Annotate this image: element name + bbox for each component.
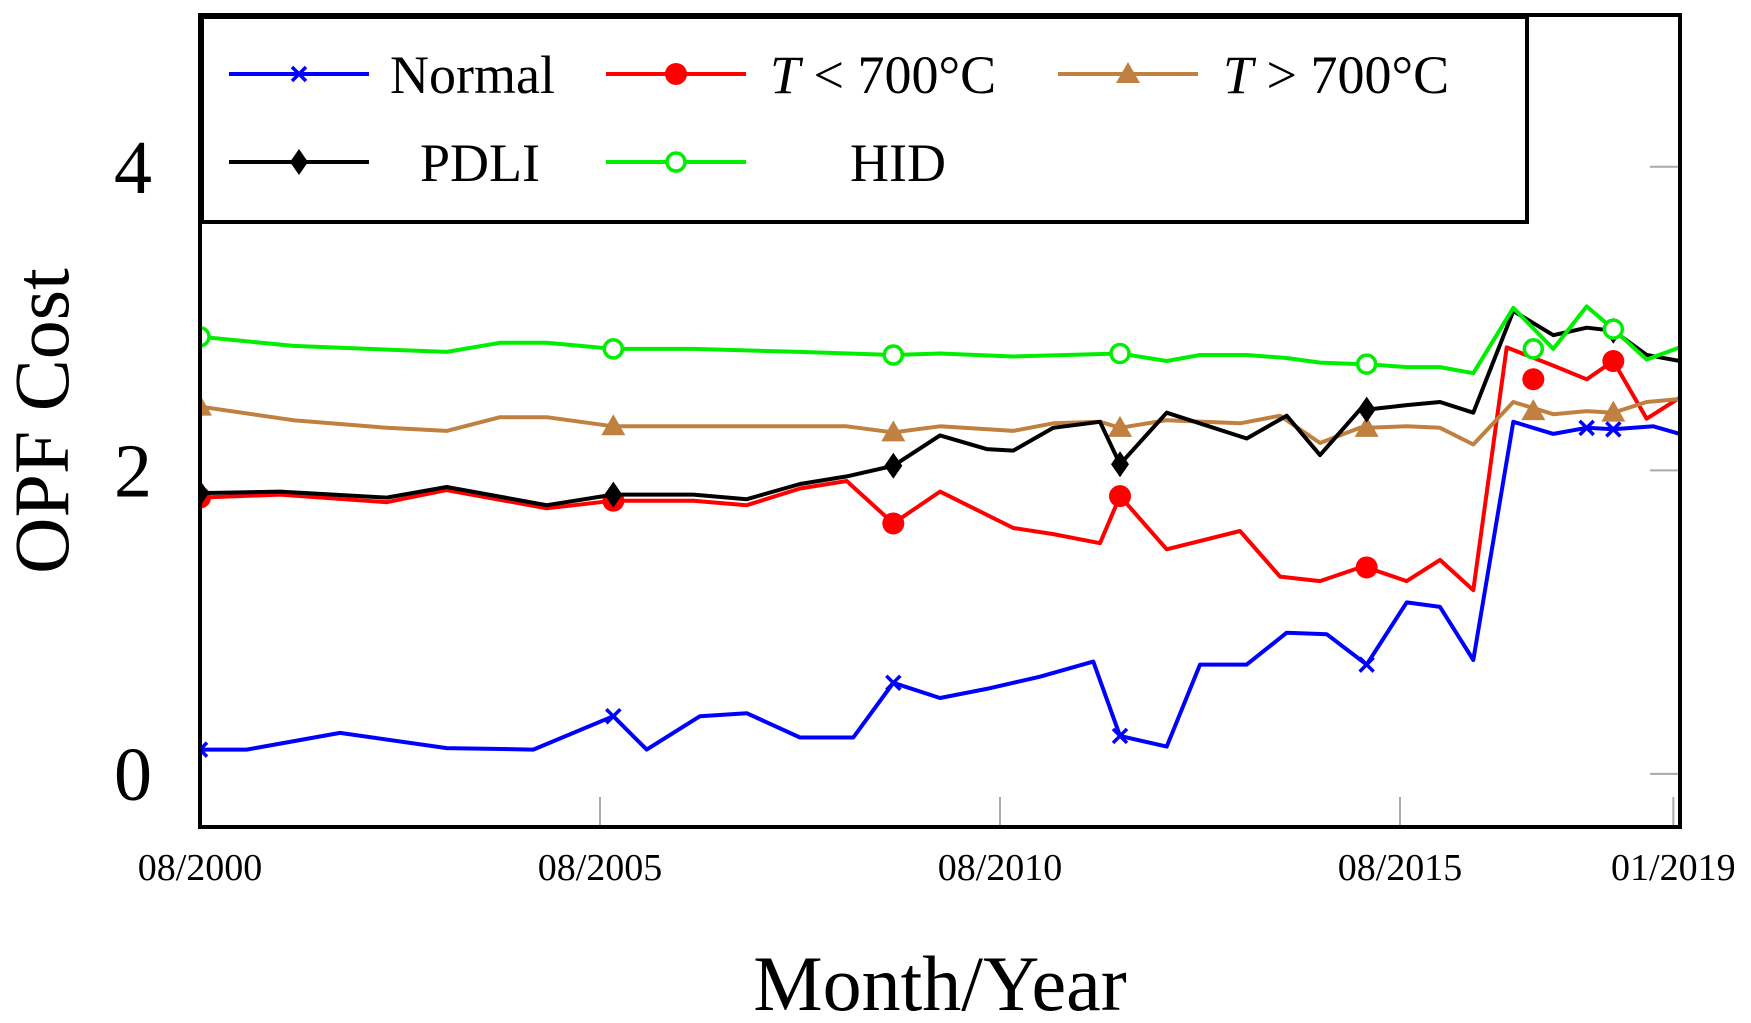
legend-label-variable: T — [1223, 45, 1257, 105]
series-point-700-c-1 — [1109, 485, 1131, 508]
series-point-700-c-2 — [1601, 400, 1626, 422]
series-point-normal-0 — [605, 707, 622, 725]
series-point-hid-4 — [1355, 353, 1378, 375]
x-tick-label: 08/2010 — [938, 847, 1063, 889]
series-line-pdli-3 — [200, 309, 1680, 508]
series-point-700-c-1 — [1522, 368, 1545, 391]
series-point-normal-0-stroke — [605, 707, 622, 725]
series-point-700-c-2 — [1521, 399, 1546, 421]
legend-marker — [665, 63, 687, 85]
series-line-normal-0 — [200, 419, 1680, 752]
y-tick-label: 4 — [114, 126, 152, 210]
legend-marker — [290, 65, 308, 83]
y-tick-label: 2 — [114, 429, 152, 513]
series-point-pdli-3 — [1357, 396, 1376, 423]
x-axis-title: Month/Year — [753, 940, 1126, 1023]
x-tick-label: 08/2015 — [1338, 847, 1463, 889]
legend-label: Normal — [390, 45, 555, 105]
series-point-normal-0 — [1358, 656, 1375, 673]
series-point-normal-0-stroke — [1605, 421, 1622, 438]
series-point-hid-4 — [1522, 338, 1545, 360]
series-point-700-c-1 — [882, 512, 905, 535]
series-point-normal-0-stroke — [200, 741, 209, 753]
series-point-700-c-2 — [601, 414, 626, 436]
legend-label: T > 700°C — [1223, 45, 1449, 105]
legend-label-condition: < 700°C — [800, 45, 996, 105]
legend-box — [200, 15, 1529, 224]
series-point-700-c-2 — [1354, 415, 1379, 437]
series-point-700-c-1 — [1355, 556, 1378, 579]
legend-label: T < 700°C — [770, 45, 996, 105]
x-tick-label: 08/2000 — [138, 847, 263, 889]
series-line-hid-4 — [200, 304, 1680, 376]
x-tick-label: 08/2005 — [538, 847, 663, 889]
x-tick-label: 01/2019 — [1611, 847, 1736, 889]
series-point-hid-4 — [200, 326, 211, 348]
series-point-pdli-3 — [604, 481, 623, 508]
y-tick-label: 0 — [114, 733, 152, 817]
series-point-normal-0-stroke — [885, 674, 902, 692]
series-line-700-c-1 — [200, 345, 1680, 593]
series-point-normal-0-stroke — [1578, 419, 1595, 437]
series-point-hid-4 — [1109, 342, 1131, 365]
series-point-normal-0 — [885, 674, 902, 692]
series-point-normal-0 — [200, 741, 209, 758]
series-point-normal-0-stroke — [200, 747, 209, 758]
series-point-normal-0-stroke — [1358, 656, 1375, 673]
series-point-700-c-2 — [881, 420, 906, 442]
legend-label: HID — [850, 133, 946, 193]
legend-marker — [290, 149, 308, 175]
series-point-pdli-3 — [200, 480, 209, 507]
series-clip-group — [200, 304, 1680, 758]
legend-marker — [1116, 62, 1140, 83]
series-layer — [200, 304, 1680, 758]
series-point-hid-4 — [882, 344, 905, 366]
series-point-hid-4 — [602, 338, 625, 360]
legend-marker-stroke — [290, 65, 308, 83]
series-point-normal-0-stroke — [1111, 727, 1129, 745]
legend-marker — [665, 151, 687, 173]
y-axis-title: OPF Cost — [0, 268, 85, 574]
series-line-700-c-2 — [200, 397, 1680, 447]
series-point-normal-0 — [1605, 421, 1622, 438]
ticks-layer: 08/2000 08/2005 08/2010 08/2015 01/2019 0 2 4 — [114, 126, 1736, 889]
series-point-700-c-2 — [200, 394, 212, 416]
series-point-normal-0 — [1111, 727, 1129, 745]
series-point-pdli-3 — [1111, 451, 1129, 478]
legend-label-condition: > 700°C — [1253, 45, 1449, 105]
series-point-700-c-1 — [1602, 350, 1625, 373]
legend-label-variable: T — [770, 45, 804, 105]
series-point-hid-4 — [1602, 318, 1625, 340]
legend-label: PDLI — [420, 133, 540, 193]
series-point-pdli-3 — [884, 452, 903, 479]
series-point-700-c-2 — [1108, 415, 1132, 437]
series-point-normal-0 — [1578, 419, 1595, 437]
